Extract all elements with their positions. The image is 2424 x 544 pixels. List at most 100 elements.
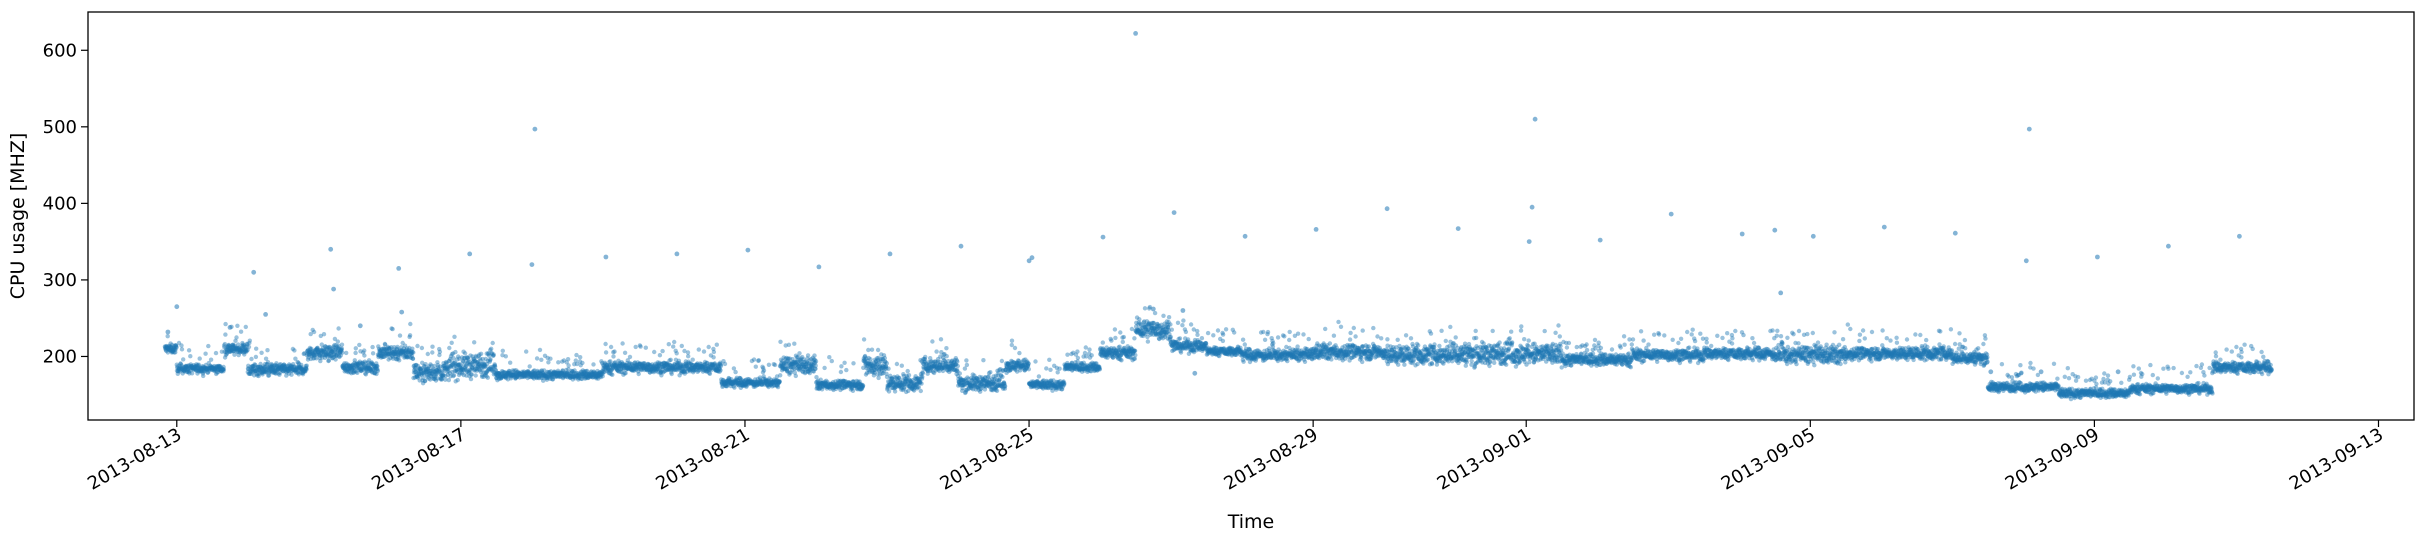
data-point <box>167 344 173 350</box>
data-point <box>343 365 348 371</box>
data-point <box>301 367 306 372</box>
data-point <box>472 340 477 345</box>
data-point <box>981 358 986 363</box>
data-point <box>330 355 335 361</box>
data-point <box>668 357 673 362</box>
data-point <box>1271 340 1276 346</box>
data-point <box>336 350 341 356</box>
data-point <box>999 358 1005 364</box>
data-point <box>1302 359 1308 364</box>
data-point <box>286 367 291 372</box>
data-point <box>213 366 218 372</box>
data-point <box>245 366 251 371</box>
data-point <box>224 346 229 351</box>
data-point <box>348 370 353 375</box>
data-point <box>230 342 235 348</box>
data-point <box>255 364 260 370</box>
data-point <box>1241 359 1246 364</box>
data-point <box>278 362 283 367</box>
data-point <box>321 348 326 353</box>
data-point <box>217 364 222 369</box>
data-point <box>337 354 342 360</box>
data-point <box>323 344 328 349</box>
data-point <box>325 354 330 359</box>
data-point <box>343 365 348 371</box>
data-point <box>194 362 199 367</box>
data-point <box>269 369 274 374</box>
data-point <box>227 349 232 354</box>
data-point <box>345 367 350 372</box>
data-point <box>191 363 196 368</box>
data-point <box>229 347 234 353</box>
data-point <box>260 367 266 372</box>
data-point <box>259 350 264 355</box>
data-point <box>198 368 204 373</box>
data-point <box>171 346 176 351</box>
data-point <box>346 370 351 375</box>
data-point <box>312 349 317 354</box>
data-point <box>1351 325 1357 331</box>
data-point <box>188 354 193 359</box>
data-point <box>920 371 925 376</box>
data-point <box>222 349 227 354</box>
data-point <box>275 367 280 372</box>
data-point <box>351 365 356 371</box>
data-point <box>233 345 238 350</box>
data-point <box>447 345 452 351</box>
data-point <box>237 350 243 355</box>
data-point <box>276 366 281 372</box>
data-point <box>334 352 339 358</box>
data-point <box>264 362 269 367</box>
data-point <box>311 329 317 335</box>
data-point <box>955 359 960 364</box>
data-point <box>290 367 295 372</box>
data-point <box>283 367 288 372</box>
data-point <box>1121 334 1127 340</box>
data-point <box>620 341 625 346</box>
data-point <box>305 351 310 356</box>
data-point <box>666 342 671 347</box>
data-point <box>347 363 352 369</box>
data-point <box>246 363 251 368</box>
data-point <box>203 362 209 368</box>
data-point <box>308 349 313 355</box>
data-point <box>299 362 304 368</box>
data-point <box>229 345 235 350</box>
data-point <box>1075 355 1081 361</box>
data-point <box>173 347 178 352</box>
data-point <box>335 339 340 344</box>
data-point <box>349 366 355 372</box>
data-point <box>288 364 293 369</box>
data-point <box>180 367 186 372</box>
data-point <box>314 346 320 351</box>
data-point <box>215 365 220 371</box>
data-point <box>276 365 282 371</box>
data-point <box>257 368 262 373</box>
data-point <box>270 364 275 369</box>
data-point <box>196 367 202 373</box>
data-point <box>280 364 285 369</box>
data-point <box>355 362 360 368</box>
data-point <box>194 365 200 371</box>
data-point <box>306 347 311 353</box>
data-point <box>191 367 196 372</box>
data-point <box>269 370 275 375</box>
data-point <box>176 340 182 346</box>
data-point <box>200 366 205 371</box>
data-point <box>223 332 228 337</box>
data-point <box>274 363 280 369</box>
data-point <box>246 344 252 350</box>
data-point <box>338 347 344 352</box>
data-point <box>274 361 279 366</box>
data-point <box>245 369 250 375</box>
data-point <box>777 379 782 384</box>
data-point <box>186 348 192 353</box>
data-point <box>242 344 248 350</box>
data-point <box>354 361 359 366</box>
data-point <box>224 350 230 355</box>
data-point <box>202 365 207 370</box>
data-point <box>321 332 327 337</box>
data-point <box>195 371 200 376</box>
data-point <box>308 331 313 337</box>
data-point <box>813 363 818 368</box>
